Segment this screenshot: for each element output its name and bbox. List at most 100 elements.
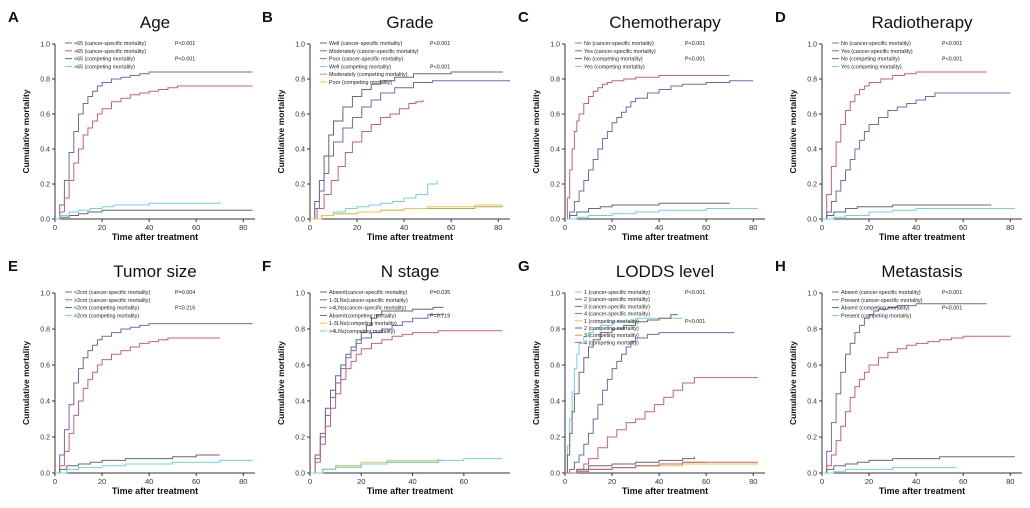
y-tick-label: 0.4 <box>807 399 817 406</box>
legend-p-value: P<0.001 <box>175 41 195 47</box>
legend-label: 2 (cancer-specific mortality) <box>584 297 650 303</box>
series-line-4 <box>55 459 253 474</box>
x-tick-label: 0 <box>53 223 57 232</box>
series-line-1 <box>822 303 987 474</box>
series-line-4 <box>310 180 438 220</box>
y-tick-label: 0.0 <box>40 217 50 224</box>
legend-label: 4 (cancer-specific mortality) <box>584 312 650 318</box>
y-tick-label: 0.4 <box>295 399 305 406</box>
series-line-2 <box>822 335 1011 474</box>
x-tick-label: 40 <box>400 223 408 232</box>
y-tick-label: 0.8 <box>40 327 50 334</box>
legend-label: No (competing mortality) <box>584 57 643 63</box>
panel-a: A Age 0.0 0.2 0.4 0.6 0.8 1.0 0 20 40 60 80 Time afte… <box>8 9 255 242</box>
x-tick-label: 20 <box>865 477 873 486</box>
x-axis-label: Time after treatment <box>112 232 198 242</box>
x-tick-label: 0 <box>308 477 312 486</box>
legend-label: >4LNs(cancer-specific mortality) <box>329 306 406 312</box>
y-tick-label: 0.2 <box>807 182 817 189</box>
legend-label: >4LNs(competing mortality) <box>329 329 395 335</box>
y-tick-label: 0.0 <box>40 471 50 478</box>
legend: 1 (cancer-specific mortality) P<0.001 2 (c… <box>575 290 705 346</box>
y-tick-label: 0.8 <box>550 327 560 334</box>
x-tick-label: 80 <box>1006 477 1014 486</box>
x-tick-label: 20 <box>608 223 616 232</box>
series-line-1 <box>822 71 987 220</box>
panel-title: Radiotherapy <box>871 13 973 32</box>
y-tick-label: 0.0 <box>295 217 305 224</box>
series-line-2 <box>55 85 253 220</box>
legend-label: Yes (competing mortality) <box>584 64 645 70</box>
x-tick-label: 40 <box>408 477 416 486</box>
legend-label: Present (cancer-specific mortality) <box>841 298 923 304</box>
legend-label: 4 (competing mortality) <box>584 340 639 346</box>
x-tick-label: 0 <box>563 477 567 486</box>
legend-p-value: P<0.001 <box>430 41 450 47</box>
x-tick-label: 80 <box>239 477 247 486</box>
panel-title: N stage <box>381 262 440 281</box>
x-tick-label: 20 <box>98 477 106 486</box>
y-tick-label: 0.4 <box>550 399 560 406</box>
y-tick-label: 0.6 <box>550 112 560 119</box>
y-tick-label: 0.8 <box>295 327 305 334</box>
legend: Absent(cancer-specific mortality) P=0.035… <box>320 290 450 335</box>
series-line-8 <box>565 461 758 474</box>
y-tick-label: 1.0 <box>807 42 817 49</box>
y-axis-label: Cumulative mortality <box>788 89 798 173</box>
y-tick-label: 0.8 <box>40 77 50 84</box>
legend-p-value: P<0.001 <box>685 57 705 63</box>
series-line-2 <box>822 92 1011 220</box>
x-tick-label: 80 <box>239 223 247 232</box>
y-tick-label: 0.6 <box>807 112 817 119</box>
panel-d: D Radiotherapy 0.0 0.2 0.4 0.6 0.8 1.0 0 20 40 60 80… <box>775 9 1022 242</box>
legend-p-value: P<0.001 <box>942 41 962 47</box>
x-axis-label: Time after treatment <box>879 232 965 242</box>
legend-label: <65 (cancer-specific mortality) <box>74 41 146 47</box>
y-tick-label: 0.0 <box>807 471 817 478</box>
legend-p-value: P<0.001 <box>942 57 962 63</box>
y-tick-label: 0.4 <box>40 147 50 154</box>
x-tick-label: 60 <box>959 223 967 232</box>
y-tick-label: 0.2 <box>295 435 305 442</box>
y-tick-label: 1.0 <box>40 42 50 49</box>
y-tick-label: 1.0 <box>40 291 50 298</box>
panel-c: C Chemotherapy 0.0 0.2 0.4 0.6 0.8 1.0 0 20 40 60 80… <box>518 9 765 242</box>
y-axis-label: Cumulative mortality <box>788 341 798 425</box>
legend-label: No (cancer-specific mortality) <box>584 41 654 47</box>
x-tick-label: 20 <box>865 223 873 232</box>
series-line-5 <box>310 458 439 474</box>
legend-label: Yes (cancer-specific mortality) <box>584 49 656 55</box>
y-tick-label: 0.0 <box>807 217 817 224</box>
legend-label: 1 (cancer-specific mortality) <box>584 290 650 296</box>
y-axis-label: Cumulative mortality <box>276 89 286 173</box>
series-line-3 <box>565 332 735 474</box>
series-line-6 <box>565 456 695 474</box>
panel-title: Grade <box>386 13 433 32</box>
y-tick-label: 1.0 <box>550 291 560 298</box>
y-tick-label: 0.8 <box>295 77 305 84</box>
legend-label: >65 (competing mortality) <box>74 64 135 70</box>
legend: Well (cancer-specific mortality) P<0.001 M… <box>320 41 450 86</box>
y-tick-label: 0.8 <box>807 327 817 334</box>
series-line-1 <box>310 71 503 220</box>
legend: No (cancer-specific mortality) P<0.001 Yes… <box>832 41 962 70</box>
series-line-2 <box>310 80 510 220</box>
legend-label: Moderately (cancer-specific mortality) <box>329 49 419 55</box>
panel-g: G LODDS level 0.0 0.2 0.4 0.6 0.8 1.0 0 20 40 60 80 T… <box>518 258 765 496</box>
y-tick-label: 0.0 <box>550 471 560 478</box>
y-tick-label: 0.6 <box>40 112 50 119</box>
legend-label: No (competing mortality) <box>841 57 900 63</box>
y-tick-label: 0.2 <box>40 182 50 189</box>
y-tick-label: 0.2 <box>550 182 560 189</box>
x-tick-label: 80 <box>749 477 757 486</box>
x-tick-label: 40 <box>145 477 153 486</box>
y-tick-label: 0.2 <box>295 182 305 189</box>
legend: <65 (cancer-specific mortality) P<0.001 >6… <box>65 41 195 70</box>
series-line-4 <box>822 467 957 474</box>
x-tick-label: 40 <box>655 223 663 232</box>
series-line-1 <box>55 323 253 474</box>
legend-label: 1 (competing mortality) <box>584 319 639 325</box>
series-line-6 <box>310 458 503 474</box>
panel-h: H Metastasis 0.0 0.2 0.4 0.6 0.8 1.0 0 20 40 60 80 Ti… <box>775 258 1022 496</box>
